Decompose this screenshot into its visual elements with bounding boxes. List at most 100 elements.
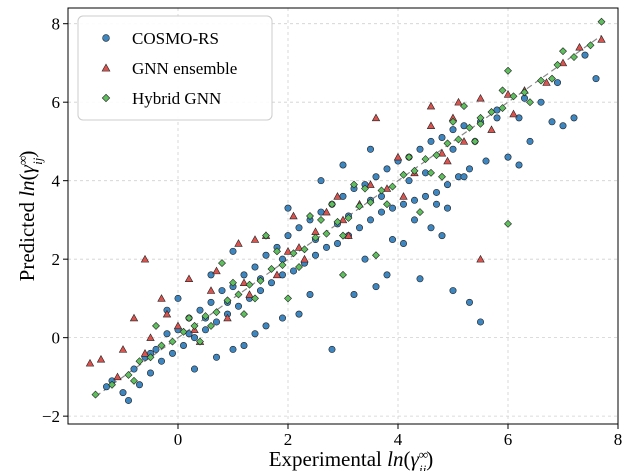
data-point-1-40 [426,101,436,110]
data-point-2-77 [130,376,138,385]
data-point-0-122 [405,177,413,185]
data-point-2-70 [152,321,160,330]
data-point-0-67 [482,157,490,165]
data-point-2-4 [146,353,155,362]
x-tick-label: 2 [284,430,293,449]
data-point-0-73 [548,118,556,126]
data-point-2-49 [295,263,303,271]
data-point-0-107 [191,365,199,373]
y-tick-label: 4 [52,172,61,191]
data-point-2-67 [262,231,270,240]
data-point-1-39 [371,113,381,122]
data-point-2-26 [388,182,397,191]
data-point-0-70 [515,114,523,122]
y-tick-label: 8 [52,15,61,34]
data-point-1-6 [157,294,166,302]
data-point-1-44 [206,286,216,294]
data-point-0-97 [284,204,292,212]
data-point-2-12 [234,290,243,299]
data-point-0-116 [553,79,561,87]
data-point-2-34 [476,119,485,128]
legend-marker-2 [101,93,111,103]
data-point-2-24 [366,198,375,207]
data-point-0-11 [169,349,177,357]
data-point-2-10 [212,308,221,317]
data-point-2-62 [372,251,380,260]
data-point-2-57 [471,137,479,146]
data-point-2-54 [405,153,413,162]
data-point-1-42 [289,211,298,220]
x-axis-label-superscript: ∞ [419,447,428,462]
data-point-1-2 [113,372,122,381]
data-point-0-37 [311,251,319,259]
data-point-2-20 [322,229,331,238]
x-axis-label-symbol: γ [410,447,419,471]
data-point-0-18 [207,298,215,306]
data-point-0-3 [125,396,133,404]
tick-labels: 0 2 4 6 8 −2 0 2 4 6 8 [42,15,622,449]
data-point-2-7 [179,327,188,336]
data-point-0-26 [251,263,259,271]
data-point-0-10 [163,330,171,338]
data-point-1-10 [212,266,221,275]
data-point-1-31 [487,125,496,133]
legend-marker-0 [102,34,110,42]
data-point-0-110 [410,216,418,224]
data-point-2-40 [553,60,562,69]
data-point-0-4 [130,365,138,373]
data-point-2-11 [223,296,232,305]
data-point-1-12 [234,239,243,247]
y-axis-label-open: ( [15,173,39,180]
data-point-0-82 [372,283,380,291]
data-point-1-15 [272,270,282,279]
data-point-2-51 [339,231,347,240]
data-point-1-19 [322,207,331,216]
data-point-1-45 [162,309,172,318]
legend-label-2: Hybrid GNN [132,89,221,108]
data-point-2-8 [190,321,199,330]
data-point-0-89 [427,224,435,232]
plot-frame [67,7,619,425]
data-point-1-26 [426,121,436,129]
data-point-0-20 [218,287,226,295]
data-point-2-52 [361,184,369,193]
data-point-2-27 [399,170,408,179]
data-point-2-18 [300,245,309,254]
data-point-0-24 [240,271,248,279]
data-point-0-93 [515,161,523,169]
y-axis-label-prefix: Predicted [15,197,39,282]
data-point-1-7 [173,321,183,330]
data-point-0-109 [388,236,396,244]
legend-marker-1 [101,63,111,72]
data-point-2-79 [559,47,567,56]
data-point-0-27 [256,287,264,295]
y-axis-label-fn: ln [15,180,39,196]
data-point-2-13 [245,280,254,289]
data-point-0-55 [410,196,418,204]
data-point-2-35 [487,108,496,116]
data-point-1-41 [454,97,463,106]
data-point-1-49 [443,156,452,165]
data-point-1-0 [85,358,95,367]
data-point-0-85 [449,287,457,295]
data-point-2-42 [586,41,595,50]
data-point-0-32 [284,232,292,240]
data-point-1-38 [476,254,485,263]
data-point-0-111 [432,200,440,208]
data-point-0-124 [493,114,501,122]
data-point-2-64 [504,66,512,75]
data-point-0-49 [377,208,385,216]
data-point-0-77 [240,342,248,350]
y-tick-label: −2 [42,407,60,426]
x-tick-label: 6 [504,430,513,449]
data-point-2-17 [289,249,298,258]
x-axis-label-prefix: Experimental [269,447,387,471]
data-point-2-46 [229,278,237,287]
data-point-0-84 [416,275,424,283]
data-point-1-17 [294,243,304,251]
data-point-0-16 [196,306,204,314]
data-point-0-2 [119,389,127,397]
data-point-0-53 [399,200,407,208]
data-point-0-56 [416,145,424,153]
legend: COSMO-RS GNN ensemble Hybrid GNN [77,15,273,121]
